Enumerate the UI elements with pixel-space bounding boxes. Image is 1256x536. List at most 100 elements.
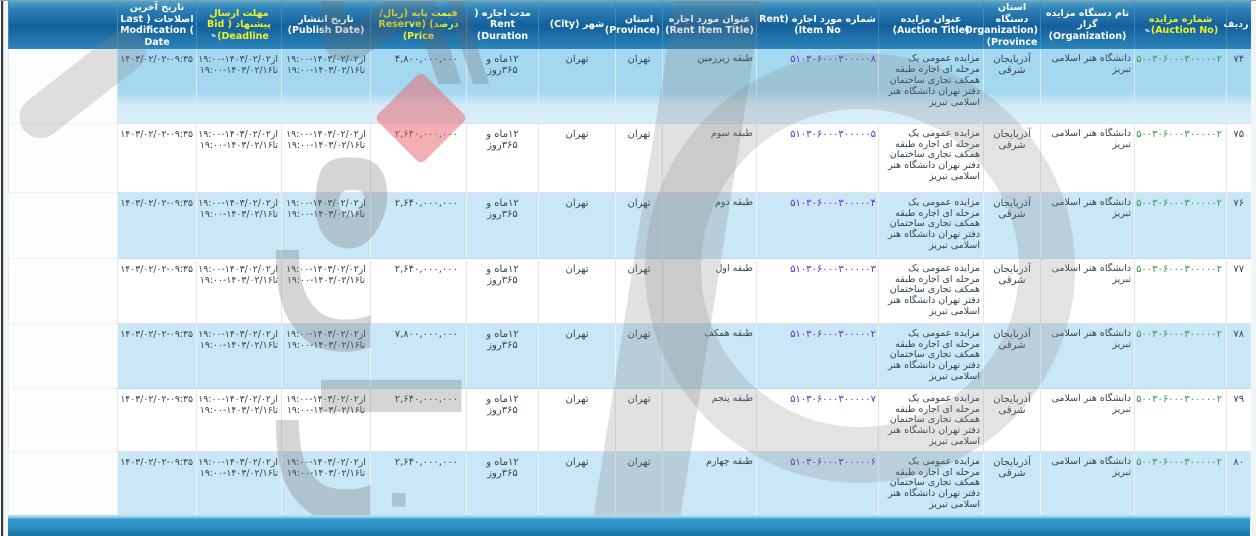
horizontal-scrollbar[interactable] xyxy=(8,515,1250,536)
column-header-label: ردیف xyxy=(1223,19,1249,31)
cell-province: تهران xyxy=(615,323,663,389)
cell-auction-title: مزایده عمومی یک مرحله ای اجاره طبقه همکف… xyxy=(878,388,984,452)
cell-province: تهران xyxy=(615,192,663,259)
cell-last-mod: ۱۴۰۳/۰۲/۰۲-۰۹:۳۵ xyxy=(117,258,197,324)
table-body: ۷۴ ۵۰۰۳۰۶۰۰۰۳۰۰۰۰۰۲ دانشگاه هنر اسلامی تبر… xyxy=(8,49,1251,523)
cell-price: ۲,۶۴۰,۰۰۰,۰۰۰ xyxy=(370,388,467,452)
cell-org-name: دانشگاه هنر اسلامی تبریز xyxy=(1040,258,1135,324)
cell-duration: ۱۲ماه و ۳۶۵روز xyxy=(466,49,539,124)
cell-last-mod: ۱۴۰۳/۰۲/۰۲-۰۹:۳۵ xyxy=(117,123,197,193)
cell-deadline: از۱۴۰۳/۰۲/۰۲-۱۹:۰۰ تا۱۴۰۳/۰۲/۱۶-۱۹:۰۰ xyxy=(196,192,282,259)
cell-auction-title: مزایده عمومی یک مرحله ای اجاره طبقه همکف… xyxy=(878,258,984,324)
cell-auction-title: مزایده عمومی یک مرحله ای اجاره طبقه همکف… xyxy=(878,49,984,124)
table-row: ۷۴ ۵۰۰۳۰۶۰۰۰۳۰۰۰۰۰۲ دانشگاه هنر اسلامی تبر… xyxy=(8,49,1251,124)
cell-radif: ۷۸ xyxy=(1226,323,1251,389)
column-header-radif: ردیف xyxy=(1223,1,1251,50)
cell-org-province: آذربایجان شرقی xyxy=(983,49,1041,124)
sort-icon[interactable]: ▴▾ xyxy=(1144,26,1150,34)
cell-city: تهران xyxy=(538,258,616,324)
cell-empty xyxy=(8,49,118,124)
cell-radif: ۷۶ xyxy=(1226,192,1251,259)
cell-radif: ۷۵ xyxy=(1226,123,1251,193)
column-header-label: مدت اجاره ( Rent (Duration xyxy=(474,7,531,42)
page-left-border-inner xyxy=(3,1,4,536)
cell-auction-no[interactable]: ۵۰۰۳۰۶۰۰۰۳۰۰۰۰۰۲ xyxy=(1134,323,1227,389)
column-header-empty xyxy=(8,1,118,50)
cell-org-name: دانشگاه هنر اسلامی تبریز xyxy=(1040,451,1135,523)
cell-publish: از۱۴۰۳/۰۲/۰۲-۱۹:۰۰ تا۱۴۰۳/۰۲/۱۶-۱۹:۰۰ xyxy=(281,451,371,523)
cell-province: تهران xyxy=(615,123,663,193)
cell-rent-item-no[interactable]: ۵۱۰۳۰۶۰۰۰۳۰۰۰۰۰۲ xyxy=(756,323,879,389)
cell-duration: ۱۲ماه و ۳۶۵روز xyxy=(466,123,539,193)
cell-publish: از۱۴۰۳/۰۲/۰۲-۱۹:۰۰ تا۱۴۰۳/۰۲/۱۶-۱۹:۰۰ xyxy=(281,323,371,389)
cell-radif: ۷۷ xyxy=(1226,258,1251,324)
cell-last-mod: ۱۴۰۳/۰۲/۰۲-۰۹:۳۵ xyxy=(117,323,197,389)
cell-org-province: آذربایجان شرقی xyxy=(983,123,1041,193)
cell-province: تهران xyxy=(615,49,663,124)
cell-publish: از۱۴۰۳/۰۲/۰۲-۱۹:۰۰ تا۱۴۰۳/۰۲/۱۶-۱۹:۰۰ xyxy=(281,192,371,259)
cell-radif: ۷۹ xyxy=(1226,388,1251,452)
column-header-label: نام دستگاه مزایده گزار (Organization) xyxy=(1045,7,1130,42)
column-header-city: شهر (City) xyxy=(538,1,616,50)
cell-deadline: از۱۴۰۳/۰۲/۰۲-۱۹:۰۰ تا۱۴۰۳/۰۲/۱۶-۱۹:۰۰ xyxy=(196,451,282,523)
table-row: ۷۸ ۵۰۰۳۰۶۰۰۰۳۰۰۰۰۰۲ دانشگاه هنر اسلامی تبر… xyxy=(8,323,1251,389)
cell-empty xyxy=(8,451,118,523)
column-header-org-name: نام دستگاه مزایده گزار (Organization) xyxy=(1040,1,1135,50)
column-header-label: عنوان مورد اجاره (Rent Item Title) xyxy=(665,13,754,37)
cell-auction-no[interactable]: ۵۰۰۳۰۶۰۰۰۳۰۰۰۰۰۲ xyxy=(1134,192,1227,259)
column-header-label: قیمت پایه (ریال/درصد) (Reserve Price) xyxy=(378,7,459,42)
cell-org-province: آذربایجان شرقی xyxy=(983,258,1041,324)
cell-city: تهران xyxy=(538,451,616,523)
cell-deadline: از۱۴۰۳/۰۲/۰۲-۱۹:۰۰ تا۱۴۰۳/۰۲/۱۶-۱۹:۰۰ xyxy=(196,123,282,193)
cell-empty xyxy=(8,323,118,389)
cell-rent-item-no[interactable]: ۵۱۰۳۰۶۰۰۰۳۰۰۰۰۰۵ xyxy=(756,123,879,193)
cell-org-province: آذربایجان شرقی xyxy=(983,323,1041,389)
cell-duration: ۱۲ماه و ۳۶۵روز xyxy=(466,258,539,324)
cell-radif: ۷۴ xyxy=(1226,49,1251,124)
table-row: ۷۵ ۵۰۰۳۰۶۰۰۰۳۰۰۰۰۰۲ دانشگاه هنر اسلامی تبر… xyxy=(8,123,1251,193)
cell-auction-no[interactable]: ۵۰۰۳۰۶۰۰۰۳۰۰۰۰۰۲ xyxy=(1134,258,1227,324)
cell-city: تهران xyxy=(538,323,616,389)
cell-rent-item-no[interactable]: ۵۱۰۳۰۶۰۰۰۳۰۰۰۰۰۸ xyxy=(756,49,879,124)
column-header-deadline[interactable]: مهلت ارسال پیشنهاد ( Bid (Deadline▴▾ xyxy=(196,1,282,50)
cell-duration: ۱۲ماه و ۳۶۵روز xyxy=(466,192,539,259)
cell-empty xyxy=(8,123,118,193)
column-header-label: عنوان مزایده (Auction Title) xyxy=(892,13,970,37)
column-header-org-province: استان دستگاه (Organization Province) xyxy=(965,1,1041,50)
cell-rent-item-title: طبقه دوم xyxy=(662,192,757,259)
cell-price: ۴,۸۰۰,۰۰۰,۰۰۰ xyxy=(370,49,467,124)
cell-city: تهران xyxy=(538,388,616,452)
cell-last-mod: ۱۴۰۳/۰۲/۰۲-۰۹:۳۵ xyxy=(117,388,197,452)
sort-icon[interactable]: ▴▾ xyxy=(211,32,216,40)
cell-deadline: از۱۴۰۳/۰۲/۰۲-۱۹:۰۰ تا۱۴۰۳/۰۲/۱۶-۱۹:۰۰ xyxy=(196,323,282,389)
cell-rent-item-no[interactable]: ۵۱۰۳۰۶۰۰۰۳۰۰۰۰۰۷ xyxy=(756,388,879,452)
cell-rent-item-no[interactable]: ۵۱۰۳۰۶۰۰۰۳۰۰۰۰۰۴ xyxy=(756,192,879,259)
column-header-auction-no[interactable]: شماره مزایده (Auction No)▴▾ xyxy=(1134,1,1227,50)
cell-org-name: دانشگاه هنر اسلامی تبریز xyxy=(1040,192,1135,259)
column-header-label: مهلت ارسال پیشنهاد ( Bid (Deadline xyxy=(207,7,271,42)
cell-rent-item-no[interactable]: ۵۱۰۳۰۶۰۰۰۳۰۰۰۰۰۳ xyxy=(756,258,879,324)
cell-rent-item-title: طبقه سوم xyxy=(662,123,757,193)
cell-auction-no[interactable]: ۵۰۰۳۰۶۰۰۰۳۰۰۰۰۰۲ xyxy=(1134,451,1227,523)
cell-rent-item-no[interactable]: ۵۱۰۳۰۶۰۰۰۳۰۰۰۰۰۶ xyxy=(756,451,879,523)
column-header-duration: مدت اجاره ( Rent (Duration xyxy=(466,1,539,50)
cell-duration: ۱۲ماه و ۳۶۵روز xyxy=(466,388,539,452)
cell-org-province: آذربایجان شرقی xyxy=(983,388,1041,452)
cell-rent-item-title: طبقه همکف xyxy=(662,323,757,389)
cell-auction-no[interactable]: ۵۰۰۳۰۶۰۰۰۳۰۰۰۰۰۲ xyxy=(1134,123,1227,193)
cell-rent-item-title: طبقه اول xyxy=(662,258,757,324)
cell-auction-no[interactable]: ۵۰۰۳۰۶۰۰۰۳۰۰۰۰۰۲ xyxy=(1134,49,1227,124)
table-row: ۷۶ ۵۰۰۳۰۶۰۰۰۳۰۰۰۰۰۲ دانشگاه هنر اسلامی تبر… xyxy=(8,192,1251,259)
auctions-table: ردیف شماره مزایده (Auction No)▴▾ نام دستگا… xyxy=(8,1,1251,523)
table-row: ۷۷ ۵۰۰۳۰۶۰۰۰۳۰۰۰۰۰۲ دانشگاه هنر اسلامی تبر… xyxy=(8,258,1251,324)
cell-price: ۲,۶۴۰,۰۰۰,۰۰۰ xyxy=(370,123,467,193)
cell-org-province: آذربایجان شرقی xyxy=(983,451,1041,523)
column-header-label: استان دستگاه (Organization Province) xyxy=(964,2,1038,48)
cell-auction-no[interactable]: ۵۰۰۳۰۶۰۰۰۳۰۰۰۰۰۲ xyxy=(1134,388,1227,452)
cell-province: تهران xyxy=(615,258,663,324)
cell-auction-title: مزایده عمومی یک مرحله ای اجاره طبقه همکف… xyxy=(878,323,984,389)
cell-last-mod: ۱۴۰۳/۰۲/۰۲-۰۹:۳۵ xyxy=(117,49,197,124)
cell-province: تهران xyxy=(615,388,663,452)
cell-org-name: دانشگاه هنر اسلامی تبریز xyxy=(1040,323,1135,389)
